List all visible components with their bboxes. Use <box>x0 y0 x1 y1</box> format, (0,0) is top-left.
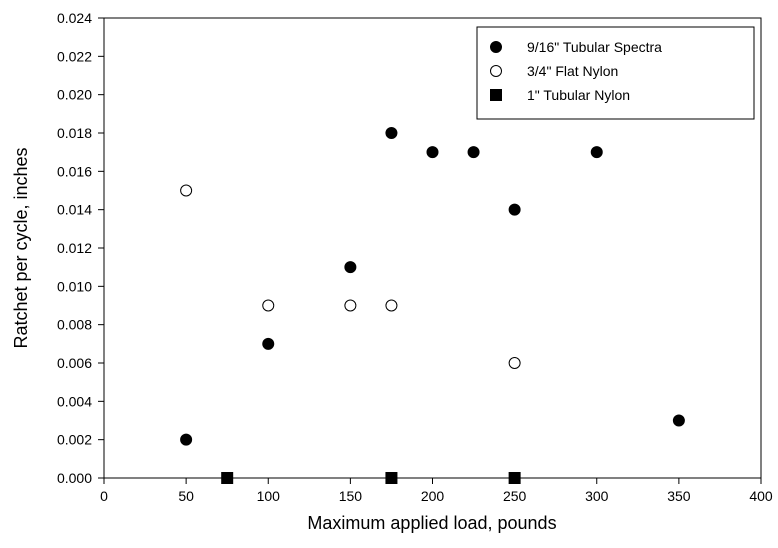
plot-frame <box>103 17 762 479</box>
data-point <box>508 357 521 369</box>
legend-label: 9/16" Tubular Spectra <box>527 39 662 55</box>
data-point <box>672 414 685 427</box>
series-1 <box>180 127 685 446</box>
y-tick-label: 0.014 <box>57 202 92 218</box>
data-point <box>344 261 357 274</box>
data-point <box>508 203 521 216</box>
x-tick-label: 200 <box>421 488 445 504</box>
x-axis-ticks: 0 50 100 150 200 250 300 350 400 <box>100 478 773 504</box>
y-tick-label: 0.016 <box>57 163 92 179</box>
x-tick-label: 300 <box>585 488 609 504</box>
legend-label: 1" Tubular Nylon <box>527 87 630 103</box>
data-point <box>467 146 480 159</box>
y-tick-label: 0.004 <box>57 393 92 409</box>
y-tick-label: 0.018 <box>57 125 92 141</box>
y-tick-label: 0.020 <box>57 87 92 103</box>
series-layer <box>180 127 685 484</box>
legend-marker <box>490 65 502 77</box>
x-tick-label: 150 <box>339 488 363 504</box>
data-point <box>385 127 398 139</box>
y-tick-label: 0.002 <box>57 432 92 448</box>
data-point <box>344 299 357 312</box>
data-point <box>262 337 275 350</box>
y-tick-label: 0.010 <box>57 278 92 294</box>
x-tick-label: 0 <box>100 488 108 504</box>
legend-label: 3/4" Flat Nylon <box>527 63 618 79</box>
data-point <box>590 146 603 159</box>
x-axis-title: Maximum applied load, pounds <box>307 513 556 533</box>
legend-box <box>476 26 755 120</box>
x-tick-label: 350 <box>667 488 691 504</box>
x-tick-label: 100 <box>257 488 281 504</box>
x-tick-label: 250 <box>503 488 527 504</box>
data-point <box>426 146 439 159</box>
data-point <box>180 433 193 446</box>
legend-marker <box>490 41 502 53</box>
x-tick-label: 50 <box>178 488 194 504</box>
y-tick-label: 0.008 <box>57 317 92 333</box>
y-axis-title: Ratchet per cycle, inches <box>11 147 31 348</box>
data-point <box>262 299 275 312</box>
legend: 9/16" Tubular Spectra 3/4" Flat Nylon 1" T… <box>476 26 755 120</box>
series-2 <box>180 184 521 369</box>
x-tick-label: 400 <box>749 488 773 504</box>
y-tick-label: 0.006 <box>57 355 92 371</box>
y-tick-label: 0.000 <box>57 470 92 486</box>
legend-marker <box>490 89 502 101</box>
data-point <box>385 299 398 312</box>
y-tick-label: 0.012 <box>57 240 92 256</box>
y-axis-ticks: 0.000 0.002 0.004 0.006 0.008 0.010 0.012 0.014… <box>57 10 104 486</box>
y-tick-label: 0.024 <box>57 10 92 26</box>
y-tick-label: 0.022 <box>57 48 92 64</box>
data-point <box>180 184 193 197</box>
